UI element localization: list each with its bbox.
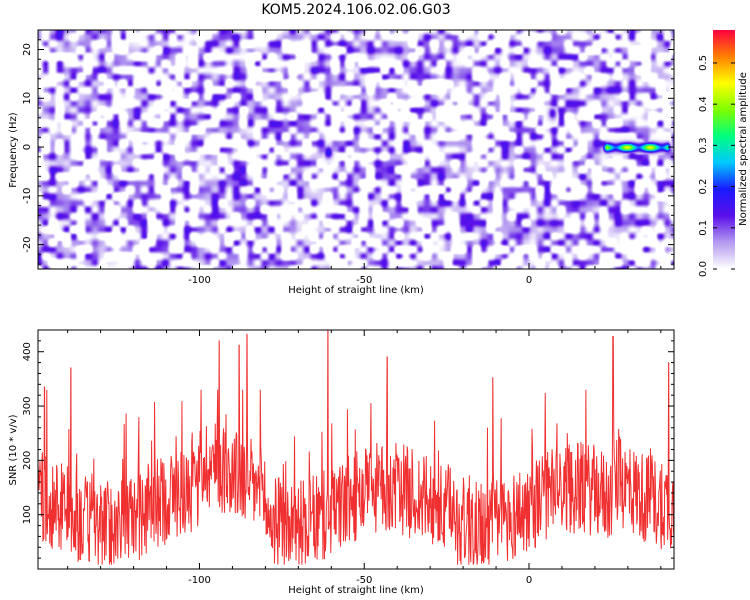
snr-y-tick-label: 100 [22, 505, 33, 524]
colorbar-tick-label: 0.5 [698, 55, 709, 71]
snr-y-label: SNR (10 * v/v) [8, 414, 19, 485]
heatmap-x-tick-label: 0 [526, 275, 532, 286]
heatmap-y-label: Frequency (Hz) [8, 112, 19, 188]
snr-x-tick-label: -50 [356, 575, 372, 586]
heatmap-x-tick-label: -100 [188, 275, 211, 286]
snr-x-tick-label: -100 [188, 575, 211, 586]
heatmap-image [38, 30, 674, 269]
heatmap-x-tick-label: -50 [356, 275, 372, 286]
snr-y-tick-label: 300 [22, 396, 33, 415]
heatmap-image-container [38, 30, 674, 269]
heatmap-x-ticks: -100 -50 0 [67, 30, 662, 286]
heatmap-frame [37, 29, 675, 270]
heatmap-y-tick-label: -10 [22, 188, 33, 204]
colorbar-ticks: 0.0 0.1 0.2 0.3 0.4 0.5 [698, 55, 735, 277]
heatmap-y-ticks: -20 -10 0 10 20 [22, 29, 674, 265]
snr-panel: -100 -50 0 100 200 300 400 Height of straight… [8, 329, 675, 596]
colorbar-tick-label: 0.3 [698, 137, 709, 153]
colorbar: 0.0 0.1 0.2 0.3 0.4 0.5 Normalized spectral a… [698, 30, 749, 277]
colorbar-label: Normalized spectral amplitude [738, 72, 749, 226]
chart-title: KOM5.2024.106.02.06.G03 [261, 2, 450, 18]
snr-x-label: Height of straight line (km) [288, 585, 424, 596]
colorbar-tick-label: 0.4 [698, 96, 709, 112]
snr-x-ticks: -100 -50 0 [67, 330, 662, 586]
heatmap-y-tick-label: 0 [22, 144, 33, 150]
snr-y-ticks: 100 200 300 400 [22, 329, 674, 559]
snr-y-tick-label: 200 [22, 451, 33, 470]
colorbar-tick-label: 0.2 [698, 179, 709, 195]
colorbar-gradient [713, 30, 735, 269]
heatmap-x-label: Height of straight line (km) [288, 285, 424, 296]
snr-series-line [38, 330, 674, 565]
snr-y-tick-label: 400 [22, 342, 33, 361]
snr-x-tick-label: 0 [526, 575, 532, 586]
colorbar-tick-label: 0.0 [698, 261, 709, 277]
heatmap-y-tick-label: -20 [22, 236, 33, 252]
heatmap-y-tick-label: 10 [22, 92, 33, 105]
heatmap-y-tick-label: 20 [22, 43, 33, 56]
colorbar-tick-label: 0.1 [698, 220, 709, 236]
